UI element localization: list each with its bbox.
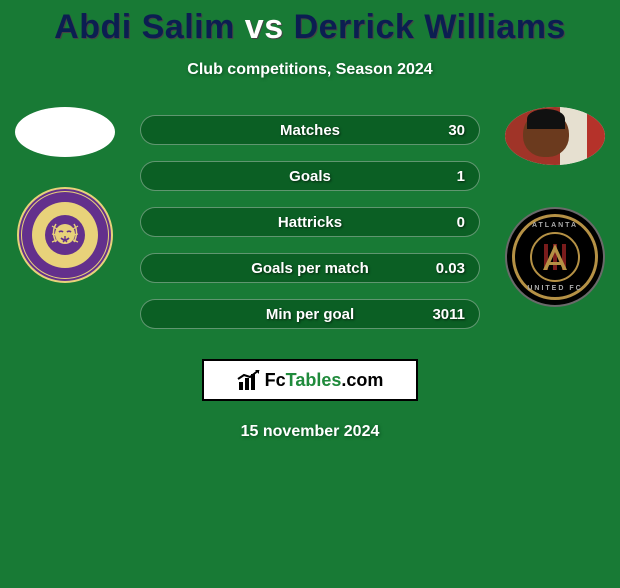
- chart-icon: [237, 370, 261, 390]
- stats-bars: Matches30 Goals1 Hattricks0 Goals per match…: [140, 107, 480, 329]
- watermark-part1: Fc: [265, 370, 286, 390]
- content-area: ATLANTA UNITED FC: [0, 107, 620, 441]
- stat-row: Min per goal3011: [140, 299, 480, 329]
- stat-row: Goals1: [140, 161, 480, 191]
- stat-value: 0.03: [436, 260, 465, 277]
- stat-value: 0: [457, 214, 465, 231]
- stat-row: Goals per match0.03: [140, 253, 480, 283]
- stat-label: Matches: [141, 122, 479, 139]
- left-column: [10, 107, 120, 285]
- atlanta-a-icon: [540, 242, 570, 272]
- watermark-part3: .com: [341, 370, 383, 390]
- player2-club-badge: ATLANTA UNITED FC: [505, 207, 605, 307]
- watermark-part2: Tables: [286, 370, 342, 390]
- page-title: Abdi Salim vs Derrick Williams: [0, 8, 620, 47]
- title-player2: Derrick Williams: [294, 8, 566, 46]
- stat-label: Goals per match: [141, 260, 479, 277]
- player1-photo: [15, 107, 115, 157]
- player2-photo: [505, 107, 605, 165]
- watermark: FcTables.com: [202, 359, 418, 401]
- title-vs: vs: [245, 8, 284, 46]
- stat-row: Matches30: [140, 115, 480, 145]
- stat-label: Min per goal: [141, 306, 479, 323]
- date: 15 november 2024: [0, 423, 620, 441]
- subtitle: Club competitions, Season 2024: [0, 61, 620, 79]
- stat-value: 30: [448, 122, 465, 139]
- title-player1: Abdi Salim: [54, 8, 235, 46]
- stat-row: Hattricks0: [140, 207, 480, 237]
- player1-club-badge: [15, 185, 115, 285]
- stat-value: 1: [457, 168, 465, 185]
- stat-label: Goals: [141, 168, 479, 185]
- stat-value: 3011: [432, 306, 465, 323]
- right-column: ATLANTA UNITED FC: [500, 107, 610, 307]
- stat-label: Hattricks: [141, 214, 479, 231]
